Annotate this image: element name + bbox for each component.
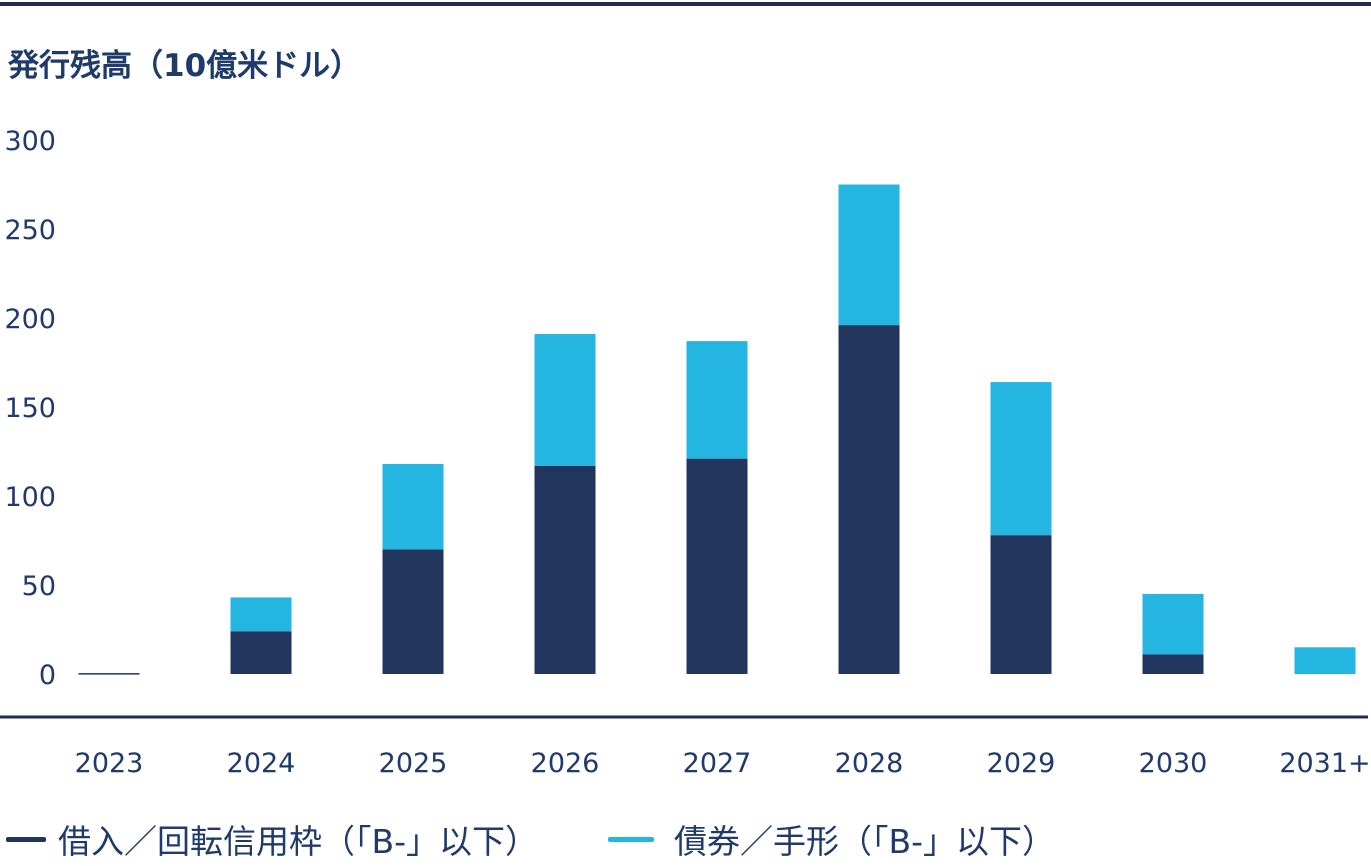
chart-title: 発行残高（10億米ドル） <box>8 48 362 84</box>
y-tick-label: 200 <box>4 304 56 335</box>
x-tick-label: 2023 <box>75 748 144 779</box>
bar-loans-2028 <box>838 325 900 674</box>
legend-item-loans: 借入／回転信用枠（「B-」以下） <box>6 815 538 863</box>
bar-loans-2023 <box>78 673 140 675</box>
legend-label-loans: 借入／回転信用枠（「B-」以下） <box>58 822 539 861</box>
x-tick-label: 2025 <box>379 748 448 779</box>
x-tick-label: 2026 <box>531 748 600 779</box>
bar-bonds-2029 <box>990 382 1052 536</box>
y-tick-label: 50 <box>22 571 56 602</box>
bar-bonds-2027 <box>686 341 748 459</box>
x-tick-label: 2029 <box>987 748 1056 779</box>
bar-loans-2026 <box>534 465 596 674</box>
bar-loans-2027 <box>686 458 748 674</box>
bar-bonds-2028 <box>838 184 900 326</box>
legend: 借入／回転信用枠（「B-」以下） 債券／手形（「B-」以下） <box>0 815 1371 866</box>
bar-bonds-2026 <box>534 334 596 466</box>
x-tick-label: 2031+ <box>1279 748 1370 779</box>
y-tick-label: 150 <box>4 393 56 424</box>
bar-bonds-2024 <box>230 597 292 632</box>
y-tick-label: 0 <box>39 660 56 691</box>
y-tick-label: 100 <box>4 482 56 513</box>
y-tick-label: 300 <box>4 126 56 157</box>
legend-swatch-bonds <box>608 836 654 842</box>
x-tick-label: 2028 <box>835 748 904 779</box>
legend-label-bonds: 債券／手形（「B-」以下） <box>674 822 1056 861</box>
bar-loans-2029 <box>990 535 1052 674</box>
legend-swatch-loans <box>6 836 46 842</box>
chart-plot: 0 50 100 150 200 250 300 2023 2024 2025 2026 2027 2… <box>0 126 1371 779</box>
bar-bonds-2025 <box>382 463 444 550</box>
legend-item-bonds: 債券／手形（「B-」以下） <box>608 815 1055 863</box>
x-tick-label: 2024 <box>227 748 296 779</box>
bar-loans-2025 <box>382 549 444 674</box>
y-tick-label: 250 <box>4 215 56 246</box>
bar-bonds-2030 <box>1142 593 1204 655</box>
x-tick-label: 2030 <box>1139 748 1208 779</box>
x-tick-label: 2027 <box>683 748 752 779</box>
top-rule <box>0 2 1371 6</box>
bar-bonds-2031+ <box>1294 647 1356 674</box>
bar-loans-2024 <box>230 631 292 674</box>
bar-loans-2030 <box>1142 654 1204 674</box>
